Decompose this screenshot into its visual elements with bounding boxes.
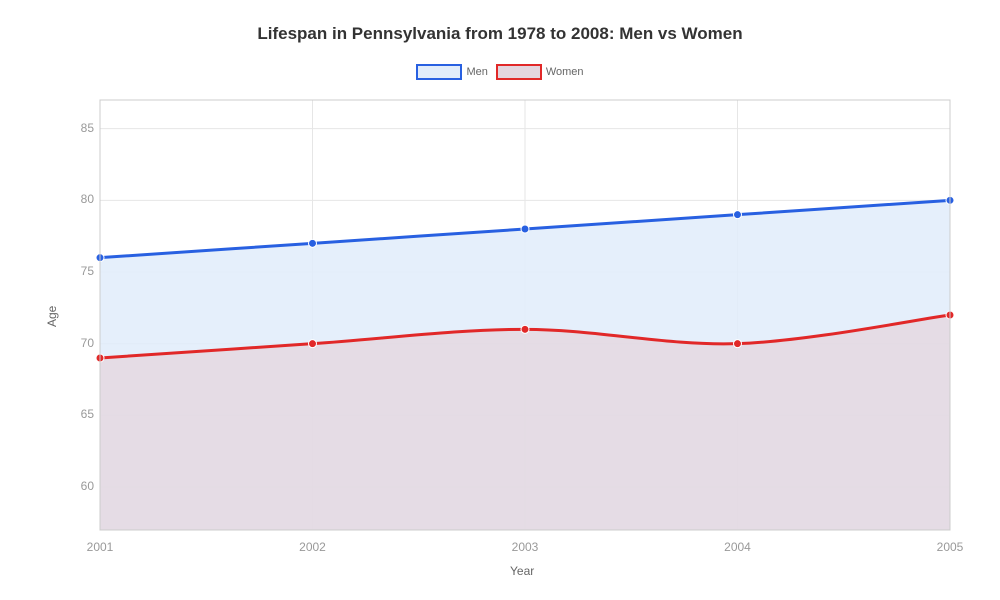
legend-swatch-men — [416, 64, 462, 80]
legend-item-women[interactable]: Women — [496, 64, 584, 80]
x-tick-label: 2002 — [293, 540, 333, 554]
chart-title: Lifespan in Pennsylvania from 1978 to 20… — [0, 24, 1000, 44]
y-tick-label: 75 — [70, 264, 94, 278]
y-tick-label: 80 — [70, 192, 94, 206]
x-tick-label: 2005 — [930, 540, 970, 554]
y-tick-label: 70 — [70, 336, 94, 350]
x-tick-label: 2003 — [505, 540, 545, 554]
x-axis-label: Year — [510, 564, 534, 578]
legend-label-men: Men — [466, 66, 487, 78]
y-tick-label: 85 — [70, 121, 94, 135]
chart-container: Lifespan in Pennsylvania from 1978 to 20… — [0, 0, 1000, 600]
legend-swatch-women — [496, 64, 542, 80]
plot-svg — [100, 100, 950, 530]
x-tick-label: 2001 — [80, 540, 120, 554]
legend-item-men[interactable]: Men — [416, 64, 487, 80]
y-tick-label: 65 — [70, 407, 94, 421]
legend-label-women: Women — [546, 66, 584, 78]
chart-legend: Men Women — [0, 64, 1000, 80]
y-axis-label: Age — [45, 306, 59, 327]
x-tick-label: 2004 — [718, 540, 758, 554]
plot-area — [100, 100, 950, 530]
y-tick-label: 60 — [70, 479, 94, 493]
